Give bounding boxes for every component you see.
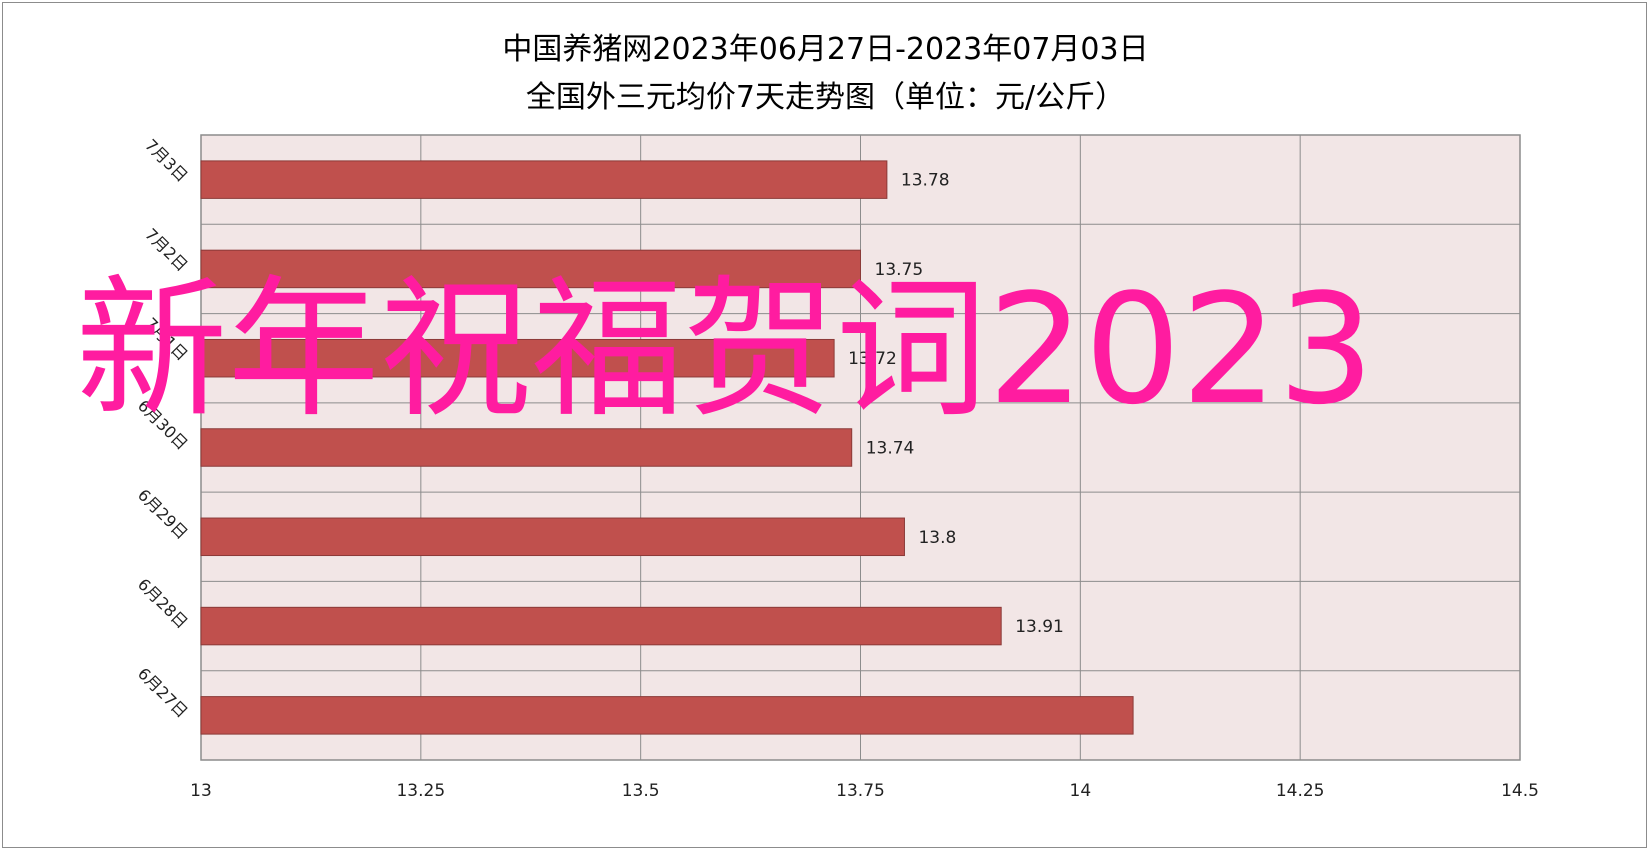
data-labels: 13.78 13.75 13.72 13.74 13.8 13.91: [848, 171, 1064, 637]
y-gridlines: [201, 223, 1520, 672]
category-label: 6月29日: [134, 485, 192, 543]
x-tick-label: 14: [1070, 781, 1092, 801]
category-label: 7月3日: [141, 135, 191, 185]
data-label: 13.78: [901, 171, 950, 191]
data-label: 13.91: [1015, 617, 1064, 637]
chart-subtitle: 全国外三元均价7天走势图（单位：元/公斤）: [525, 80, 1126, 115]
x-tick-label: 13.5: [622, 781, 660, 801]
data-label: 13.72: [848, 349, 897, 369]
x-tick-label: 13.25: [396, 781, 445, 801]
x-tick-label: 13.75: [836, 781, 885, 801]
category-labels: 7月3日 7月2日 7月1日 6月30日 6月29日 6月28日 6月27日: [134, 135, 192, 721]
chart-title: 中国养猪网2023年06月27日-2023年07月03日: [502, 32, 1149, 67]
data-label: 13.74: [866, 439, 915, 459]
bar: [200, 428, 853, 467]
bar: [200, 249, 861, 289]
bars: [200, 160, 1134, 735]
category-label: 7月2日: [141, 225, 191, 275]
x-tick-label: 14.25: [1276, 781, 1325, 801]
bar: [200, 606, 1002, 646]
x-tick-label: 13: [190, 781, 212, 801]
bar: [200, 160, 888, 199]
bar: [200, 517, 905, 557]
data-label: 13.8: [918, 528, 956, 548]
data-label: 13.75: [875, 260, 924, 280]
x-tick-label: 14.5: [1501, 781, 1539, 801]
category-label: 6月27日: [134, 664, 192, 722]
category-label: 7月1日: [141, 314, 191, 364]
bar: [200, 696, 1134, 735]
x-tick-labels: 13 13.25 13.5 13.75 14 14.25 14.5: [190, 781, 1539, 801]
category-label: 6月30日: [134, 396, 192, 454]
bar: [200, 338, 835, 378]
category-label: 6月28日: [134, 575, 192, 633]
